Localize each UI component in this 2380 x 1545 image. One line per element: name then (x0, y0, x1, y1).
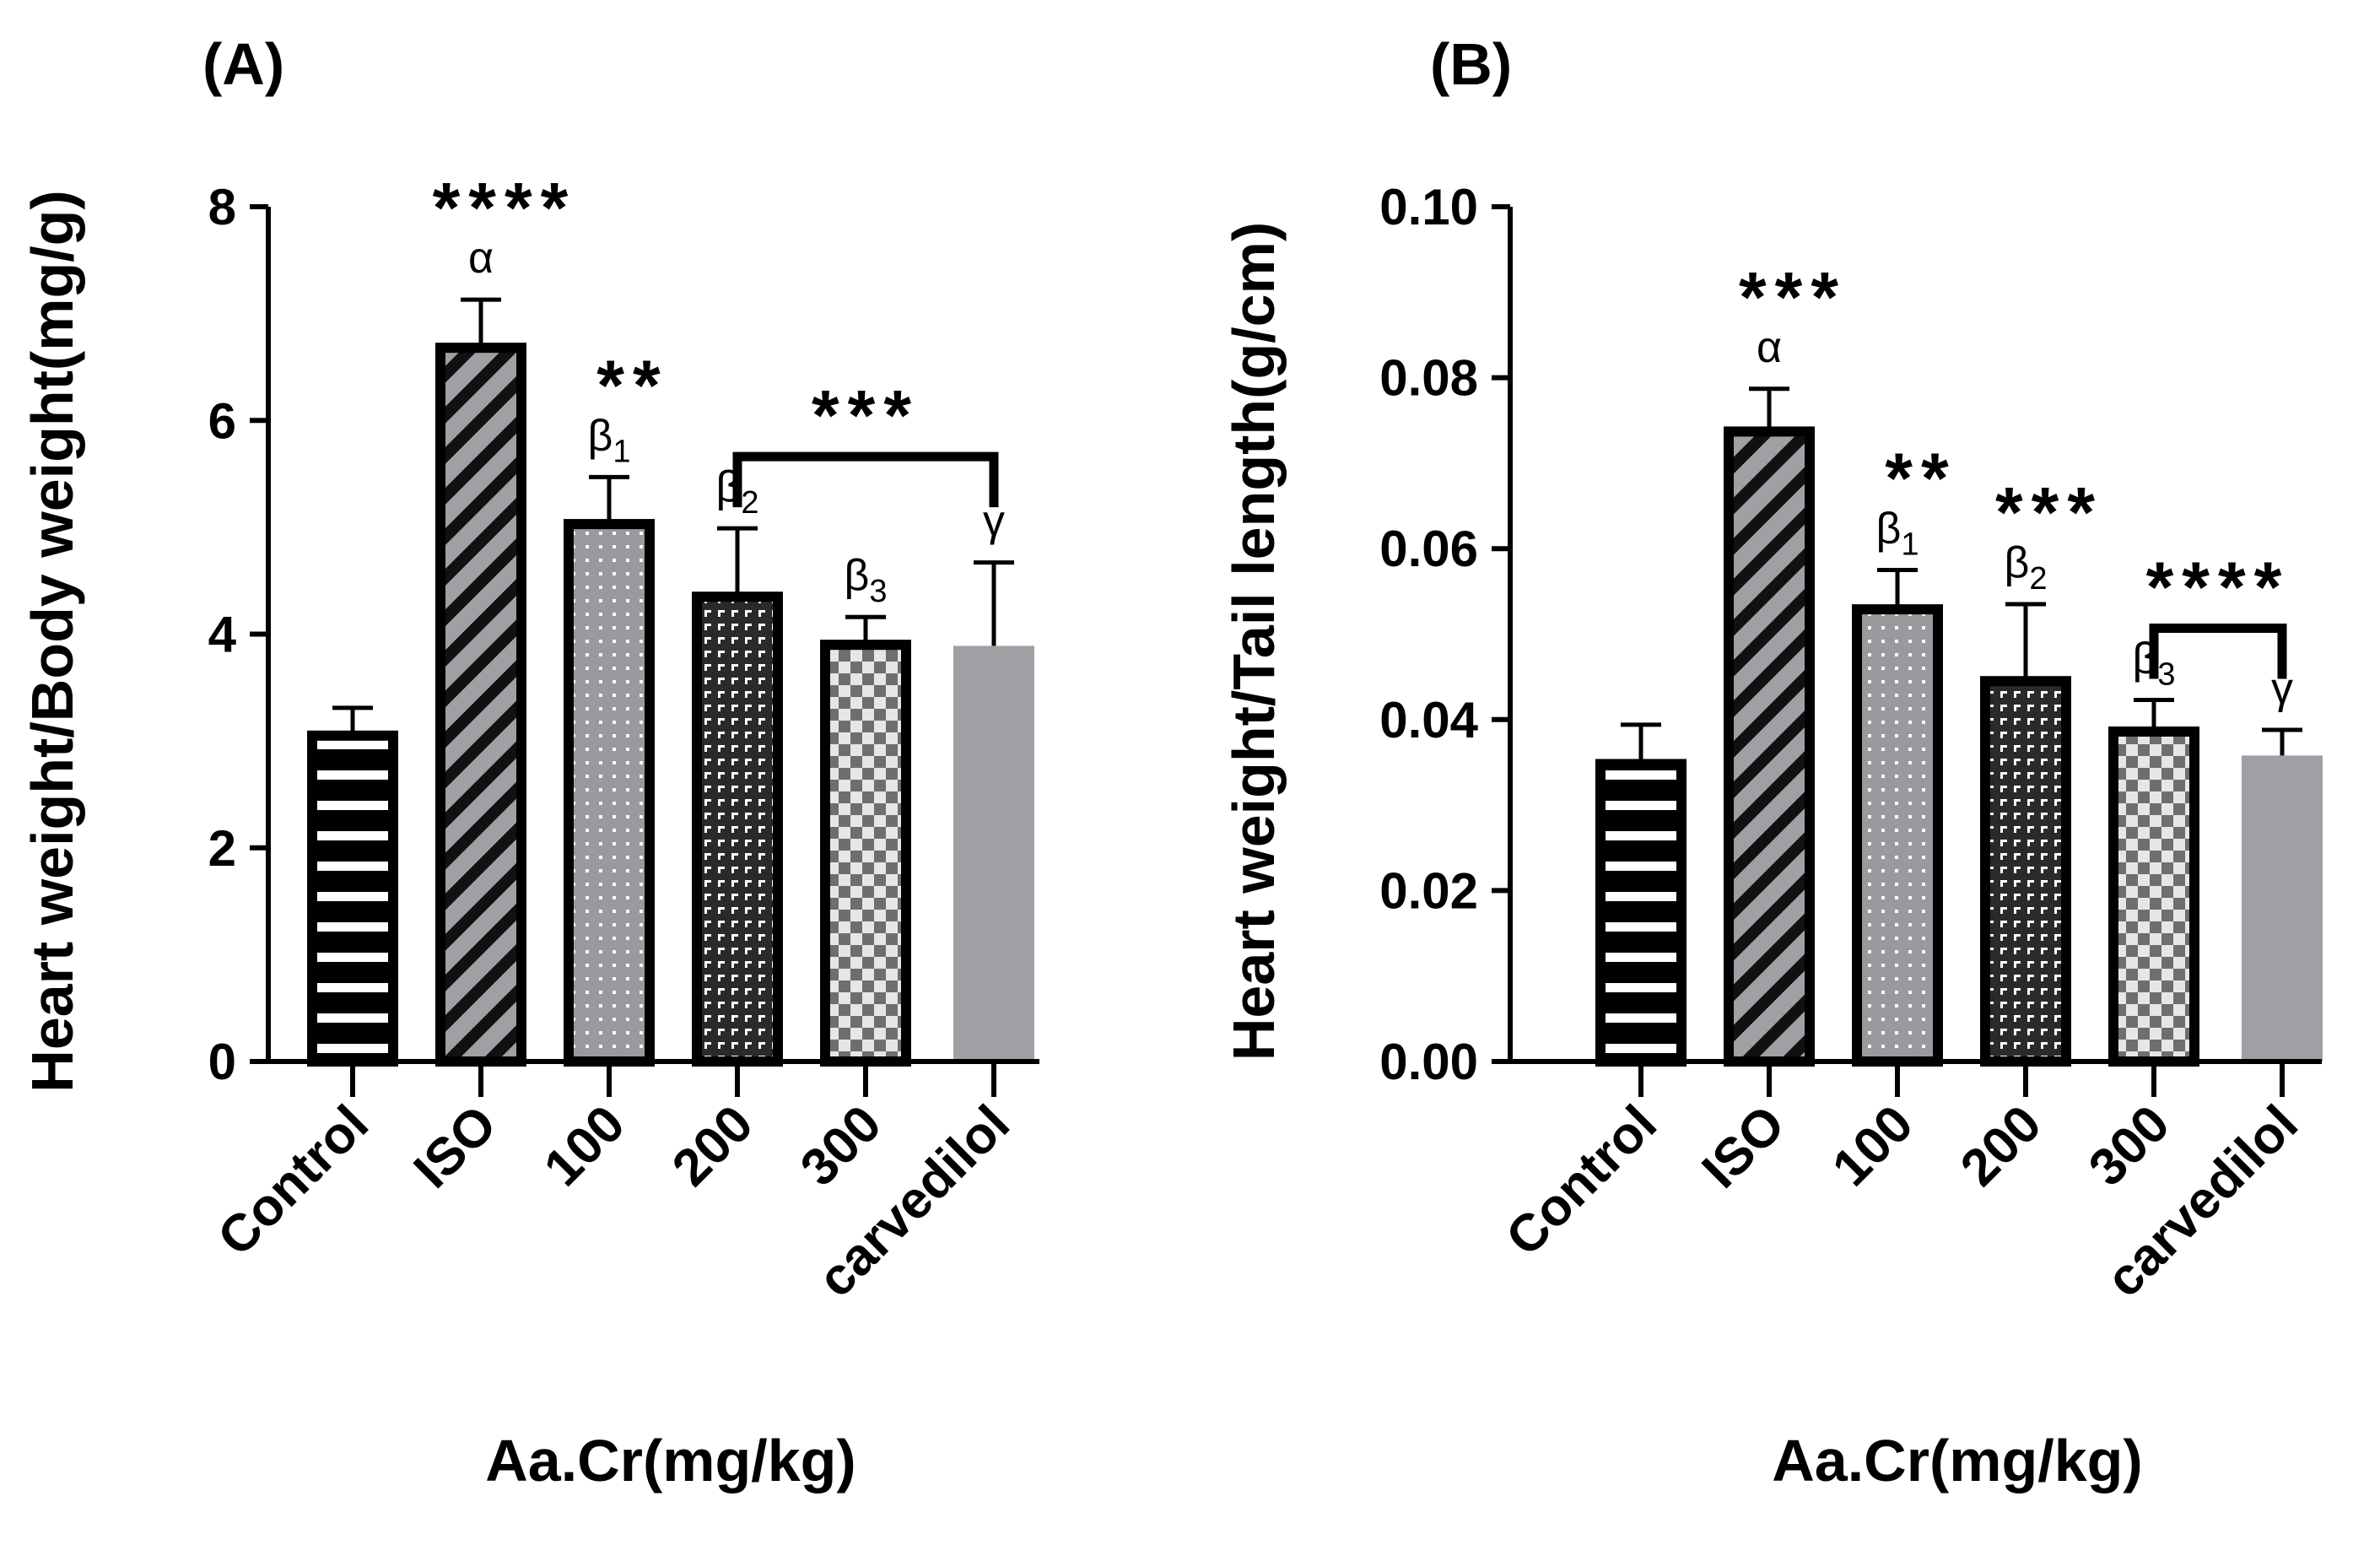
panel-a-annotation-0: α (468, 234, 494, 283)
panel-a-category-label-3: 200 (661, 1094, 764, 1197)
panel-a-bar-4 (820, 640, 911, 1067)
panel-a-ytick-label-0: 0 (208, 1034, 236, 1090)
panel-b-ytick-label-4: 0.08 (1379, 350, 1478, 407)
panel-a-annotation-3: β3 (844, 551, 887, 609)
panel-b-bar-3 (1980, 676, 2071, 1067)
panel-b-category-label-4: 300 (2078, 1094, 2181, 1197)
panel-b-bar-5 (2242, 755, 2323, 1062)
panel-b-ylabel: Heart weight/Tail length(g/cm) (1221, 222, 1287, 1061)
panel-b-bar-4 (2108, 726, 2199, 1067)
panel-a-errorbar-2 (589, 474, 629, 525)
panel-b-ytick-label-2: 0.04 (1379, 692, 1478, 748)
panel-b-category-label-3: 200 (1950, 1094, 2053, 1197)
panel-a-bracket (732, 451, 999, 508)
panel-a-bar-0 (307, 730, 398, 1067)
panel-a-category-label-1: ISO (403, 1094, 508, 1199)
panel-b-ytick-label-5: 0.10 (1379, 179, 1478, 235)
panel-a-stars-1: ** (596, 345, 668, 424)
panel-b: (B) Heart weight/Tail length(g/cm) Aa.Cr… (1221, 31, 2323, 1494)
panel-b-ytick-label-0: 0.00 (1379, 1034, 1478, 1090)
panel-a-category-label-2: 100 (533, 1094, 636, 1197)
panel-a-ytick-label-1: 2 (208, 820, 236, 877)
panel-b-bar-1 (1724, 426, 1815, 1067)
panel-a-ylabel: Heart weight/Body weight(mg/g) (19, 190, 85, 1092)
panel-b-category-label-2: 100 (1821, 1094, 1924, 1197)
panel-b-category-label-1: ISO (1692, 1094, 1796, 1199)
panel-a-stars-0: **** (433, 168, 577, 247)
panel-b-errorbar-3 (2005, 602, 2046, 682)
panel-b-stars-1: ** (1885, 439, 1956, 518)
panel-b-annotation-1: β1 (1875, 505, 1919, 563)
panel-b-errorbar-0 (1621, 722, 1661, 764)
panel-b-errorbar-4 (2134, 698, 2174, 732)
panel-b-ytick-label-1: 0.02 (1379, 862, 1478, 919)
panel-b-bracket (2149, 624, 2287, 679)
panel-b-category-label-0: Control (1495, 1094, 1668, 1267)
panel-a-errorbar-4 (845, 614, 886, 646)
panel-a-bar-1 (435, 343, 526, 1067)
panel-a-bar-5 (953, 646, 1034, 1062)
panel-b-bar-0 (1595, 759, 1687, 1067)
panel-b-stars-0: *** (1739, 257, 1847, 337)
panel-a-category-label-4: 300 (790, 1094, 893, 1197)
panel-a-errorbar-1 (461, 297, 501, 348)
panel-b-plot: 0.00 0.02 0.04 0.06 0.08 0.10 Control ISO 100 200… (1379, 179, 2323, 1309)
panel-a: (A) Heart weight/Body weight(mg/g) Aa.Cr… (19, 31, 1039, 1494)
panel-a-ytick-label-2: 4 (208, 607, 237, 663)
panel-a-label: (A) (202, 31, 284, 97)
panel-b-bar-2 (1852, 604, 1943, 1067)
panel-a-bar-2 (564, 519, 655, 1067)
panel-b-annotation-0: α (1757, 323, 1782, 372)
panel-b-stars-2: *** (1995, 473, 2103, 552)
panel-a-errorbar-3 (717, 526, 758, 597)
panel-a-errorbar-0 (332, 705, 373, 736)
panel-b-ytick-label-3: 0.06 (1379, 521, 1478, 577)
panel-a-ytick-label-4: 8 (208, 179, 236, 235)
panel-b-errorbar-1 (1749, 386, 1789, 432)
panel-a-errorbar-5 (974, 560, 1014, 646)
panel-a-ytick-label-3: 6 (208, 392, 236, 449)
panel-b-errorbar-2 (1877, 568, 1918, 610)
panel-b-xlabel: Aa.Cr(mg/kg) (1772, 1428, 2142, 1494)
panel-a-bar-3 (692, 592, 783, 1067)
panel-a-category-label-0: Control (207, 1094, 380, 1267)
panel-a-xlabel: Aa.Cr(mg/kg) (485, 1428, 855, 1494)
panel-b-errorbar-5 (2262, 727, 2302, 756)
panel-b-label: (B) (1430, 31, 1512, 97)
panel-a-bracket-stars: *** (812, 375, 920, 455)
panel-b-bracket-stars: **** (2146, 548, 2291, 627)
